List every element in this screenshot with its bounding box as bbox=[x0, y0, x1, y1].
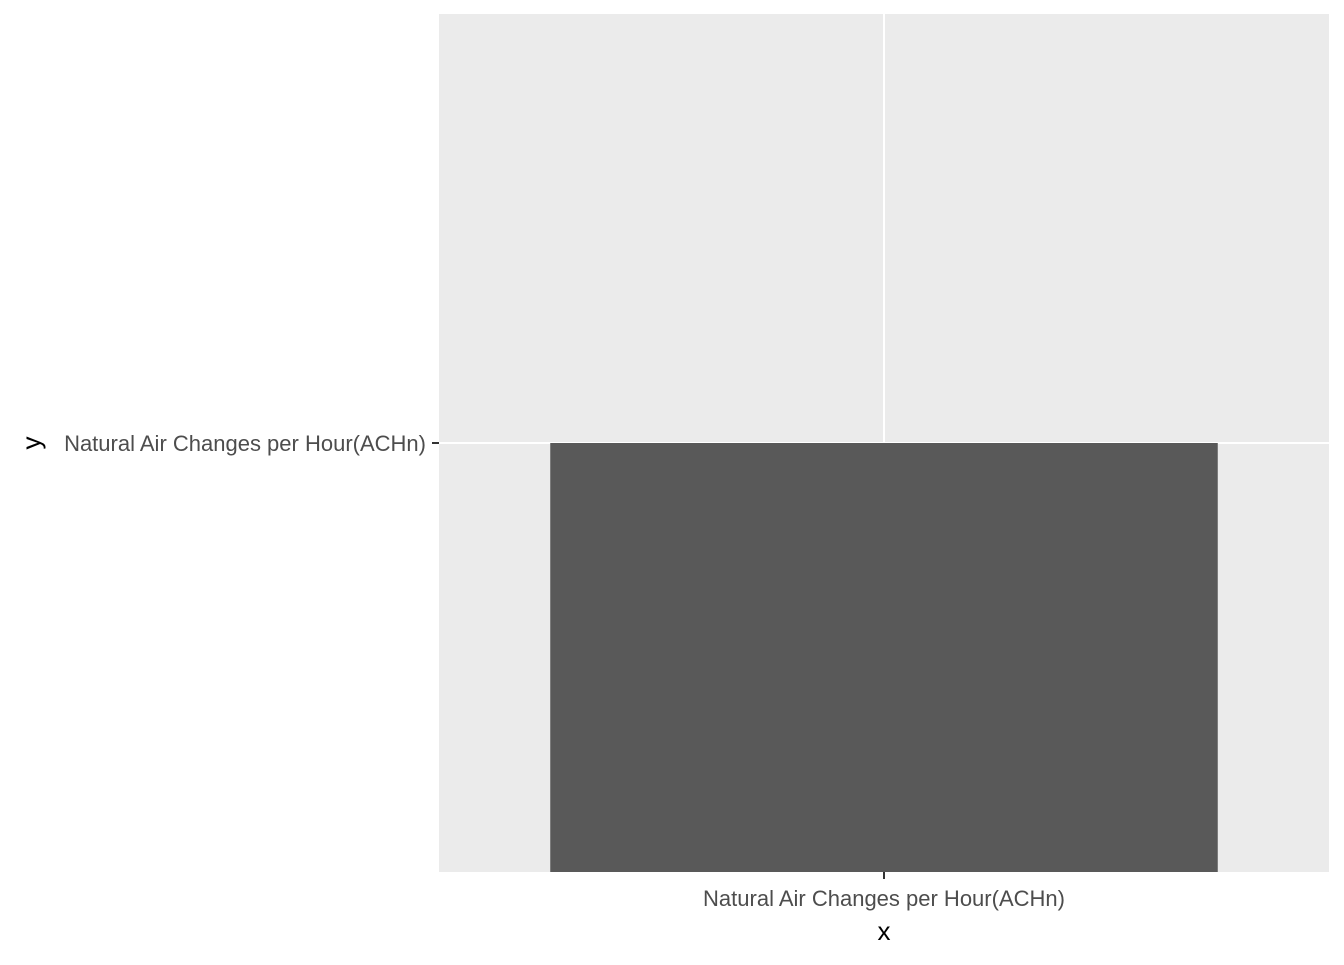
x-axis-title: x bbox=[878, 916, 891, 946]
x-tick-label: Natural Air Changes per Hour(ACHn) bbox=[703, 886, 1065, 911]
bar bbox=[550, 443, 1218, 872]
bars-group bbox=[550, 443, 1218, 872]
y-tick-label: Natural Air Changes per Hour(ACHn) bbox=[64, 431, 426, 456]
y-axis-title: y bbox=[16, 437, 46, 450]
